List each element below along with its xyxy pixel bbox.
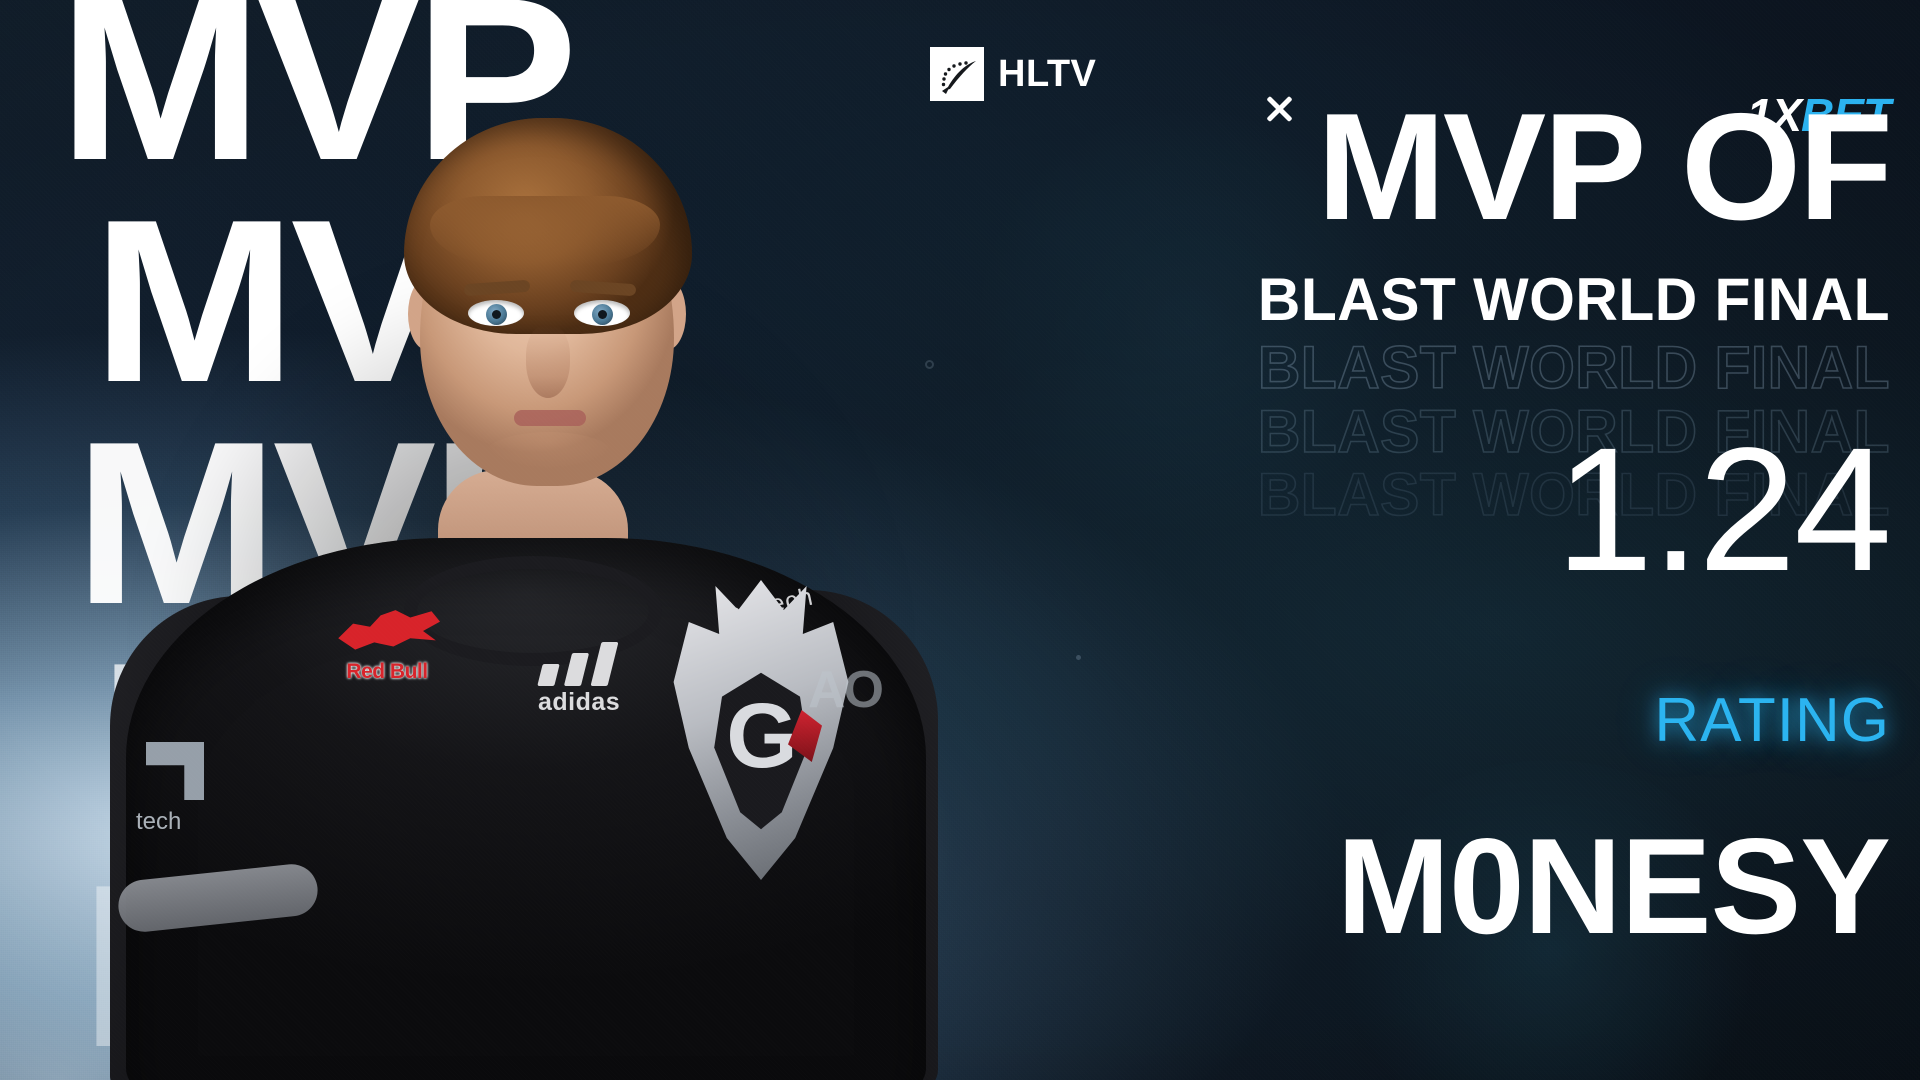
adidas-label: adidas xyxy=(538,688,621,716)
partner-suffix: BET xyxy=(1801,89,1891,141)
player-photo: Red Bull logitech adidas G tech AO xyxy=(108,0,968,1080)
brand-bar: HLTV 1XBET xyxy=(900,44,1920,141)
player-pupil-left xyxy=(492,310,501,319)
background-speck xyxy=(1076,655,1081,660)
player-name: M0NESY xyxy=(1336,810,1891,962)
red-bull-label: Red Bull xyxy=(346,660,428,683)
hltv-comet-icon xyxy=(930,47,984,101)
hltv-logo[interactable]: HLTV xyxy=(930,47,1096,101)
player-mouth xyxy=(514,410,586,426)
adidas-bars-icon xyxy=(537,640,658,686)
award-content: HLTV 1XBET MVP OF BLAST WORLD FINAL BLAS… xyxy=(900,0,1920,1080)
sponsor-adidas: adidas xyxy=(537,640,658,717)
g2-letter: G xyxy=(726,685,798,787)
sponsor-back: AO xyxy=(808,661,884,719)
player-hair-fringe xyxy=(430,196,660,266)
red-bull-icon xyxy=(338,610,440,650)
sleeve-mark-icon xyxy=(146,742,204,800)
sleeve-label: tech xyxy=(136,808,182,835)
player-pupil-right xyxy=(598,310,607,319)
player-nose xyxy=(526,326,570,398)
hltv-wordmark: HLTV xyxy=(998,52,1097,95)
rating-value: 1.24 xyxy=(1555,412,1892,608)
team-logo-g2: G xyxy=(666,580,856,880)
event-name-ghost: BLAST WORLD FINAL xyxy=(1257,334,1890,401)
partner-logo-1xbet[interactable]: 1XBET xyxy=(1746,88,1891,142)
collab-x-icon xyxy=(1264,94,1294,124)
sponsor-sleeve: tech xyxy=(136,742,256,862)
award-headline: MVP OF xyxy=(1316,82,1893,252)
background-speck xyxy=(1630,150,1634,154)
partner-prefix: 1X xyxy=(1746,89,1802,141)
rating-label: RATING xyxy=(1654,686,1890,755)
sponsor-red-bull: Red Bull xyxy=(328,606,448,698)
player-chin xyxy=(484,432,614,478)
event-name: BLAST WORLD FINAL xyxy=(1257,266,1890,333)
